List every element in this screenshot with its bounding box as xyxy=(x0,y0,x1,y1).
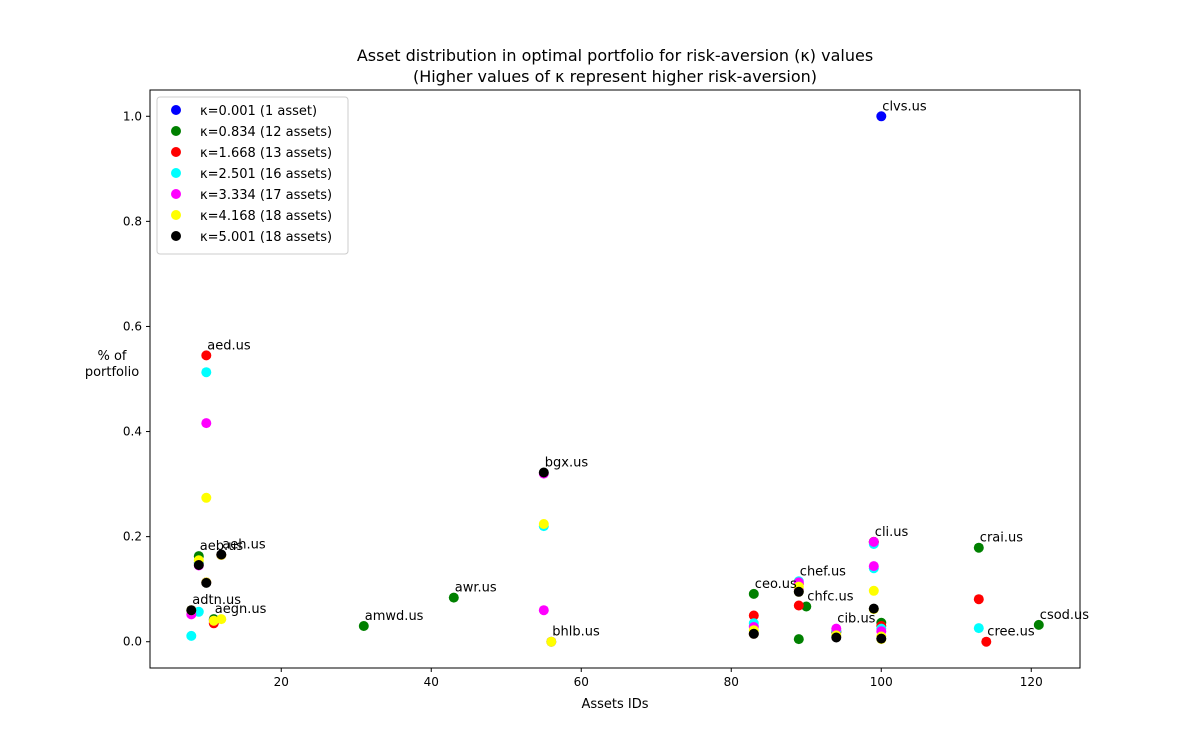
data-point xyxy=(793,634,804,645)
point-annotation: aegn.us xyxy=(215,602,267,617)
legend-label: κ=0.001 (1 asset) xyxy=(200,104,317,119)
legend-marker xyxy=(171,168,181,178)
data-point xyxy=(201,350,212,361)
x-tick-label: 40 xyxy=(424,675,439,689)
legend-label: κ=2.501 (16 assets) xyxy=(200,167,332,182)
point-annotation: aeh.us xyxy=(222,538,266,553)
data-point xyxy=(193,606,204,617)
point-annotation: aeb.us xyxy=(200,539,244,554)
point-annotation: chef.us xyxy=(800,564,846,579)
x-tick-label: 60 xyxy=(574,675,589,689)
point-annotation: amwd.us xyxy=(365,609,424,624)
x-tick-label: 120 xyxy=(1020,675,1043,689)
legend-label: κ=4.168 (18 assets) xyxy=(200,209,332,224)
legend-marker xyxy=(171,210,181,220)
data-point xyxy=(973,542,984,553)
point-annotation: awr.us xyxy=(455,581,497,596)
legend-label: κ=1.668 (13 assets) xyxy=(200,146,332,161)
data-point xyxy=(448,592,459,603)
y-tick-label: 0.4 xyxy=(123,425,142,439)
point-annotation: cli.us xyxy=(875,525,909,540)
legend-marker xyxy=(171,105,181,115)
point-annotation: cib.us xyxy=(837,612,875,627)
data-point xyxy=(748,588,759,599)
data-point xyxy=(538,605,549,616)
y-tick-label: 0.8 xyxy=(123,214,142,228)
point-annotation: ceo.us xyxy=(755,577,797,592)
y-tick-label: 0.2 xyxy=(123,530,142,544)
legend-label: κ=3.334 (17 assets) xyxy=(200,188,332,203)
data-point xyxy=(876,111,887,122)
data-point xyxy=(748,628,759,639)
point-annotation: clvs.us xyxy=(882,99,927,114)
point-annotation: aed.us xyxy=(207,338,251,353)
data-point xyxy=(193,560,204,570)
data-point xyxy=(201,492,212,503)
legend-marker xyxy=(171,147,181,157)
point-annotation: adtn.us xyxy=(192,593,241,608)
chart-title: Asset distribution in optimal portfolio … xyxy=(357,46,873,65)
data-point xyxy=(868,585,879,596)
data-point xyxy=(186,605,197,616)
data-point xyxy=(216,614,227,625)
x-tick-label: 20 xyxy=(274,675,289,689)
data-point xyxy=(201,577,212,588)
y-tick-label: 0.6 xyxy=(123,319,142,333)
y-axis: 0.0 0.2 0.4 0.6 0.8 1.0 xyxy=(123,109,150,649)
legend-label: κ=0.834 (12 assets) xyxy=(200,125,332,140)
data-point xyxy=(793,586,804,597)
data-point xyxy=(358,621,369,631)
legend-marker xyxy=(171,189,181,199)
data-point xyxy=(801,601,812,612)
x-tick-label: 80 xyxy=(724,675,739,689)
y-tick-label: 1.0 xyxy=(123,109,142,123)
chart-subtitle: (Higher values of κ represent higher ris… xyxy=(413,67,817,86)
legend-marker xyxy=(171,126,181,136)
data-point xyxy=(201,418,212,429)
legend: κ=0.001 (1 asset) κ=0.834 (12 assets) κ=1.… xyxy=(156,96,349,255)
data-point xyxy=(186,630,197,641)
x-axis-label: Assets IDs xyxy=(581,697,648,712)
data-point xyxy=(216,549,227,560)
legend-label: κ=5.001 (18 assets) xyxy=(200,230,332,245)
x-tick-label: 100 xyxy=(870,675,893,689)
data-point xyxy=(538,519,549,529)
data-point xyxy=(868,603,879,614)
data-point xyxy=(748,610,759,621)
x-axis: 20 40 60 80 100 120 xyxy=(274,668,1043,689)
legend-box xyxy=(156,96,349,255)
data-point xyxy=(973,623,984,634)
plot-frame xyxy=(149,89,1081,669)
data-point xyxy=(868,561,879,572)
point-annotation: csod.us xyxy=(1040,608,1089,623)
data-point xyxy=(831,632,842,643)
data-point xyxy=(1033,619,1044,630)
data-point xyxy=(793,600,804,611)
data-point xyxy=(201,367,212,378)
point-annotation: bgx.us xyxy=(545,456,589,471)
legend-marker xyxy=(171,231,181,241)
data-point xyxy=(876,633,887,644)
data-point xyxy=(868,536,879,547)
point-annotation: cree.us xyxy=(987,625,1035,640)
y-axis-label-line-1: % of xyxy=(97,349,126,364)
data-point xyxy=(208,615,219,626)
point-annotation: crai.us xyxy=(980,531,1023,546)
y-axis-label-line-2: portfolio xyxy=(85,365,139,380)
y-tick-label: 0.0 xyxy=(123,635,142,649)
point-annotation: bhlb.us xyxy=(552,625,600,640)
data-point xyxy=(546,636,557,647)
point-annotation: chfc.us xyxy=(807,590,853,605)
data-point xyxy=(538,467,549,478)
data-point xyxy=(981,636,992,647)
data-point xyxy=(973,594,984,605)
